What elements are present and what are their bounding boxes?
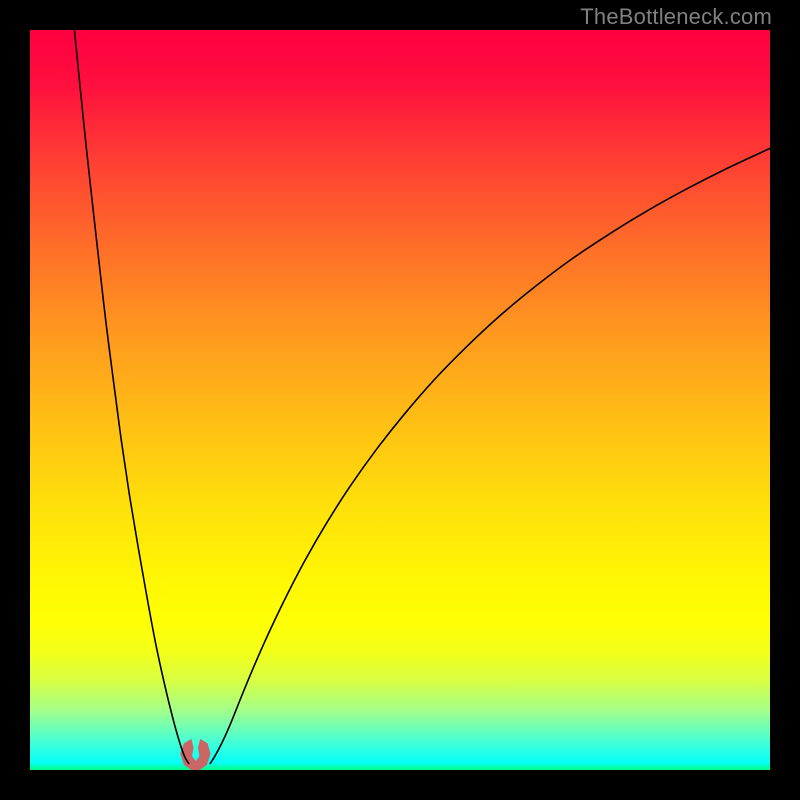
- left-curve: [74, 30, 189, 764]
- watermark-text: TheBottleneck.com: [580, 4, 772, 30]
- bottleneck-marker-blob: [180, 739, 210, 770]
- chart-curves-layer: [30, 30, 770, 770]
- right-curve: [210, 148, 770, 764]
- plot-area: [30, 30, 770, 770]
